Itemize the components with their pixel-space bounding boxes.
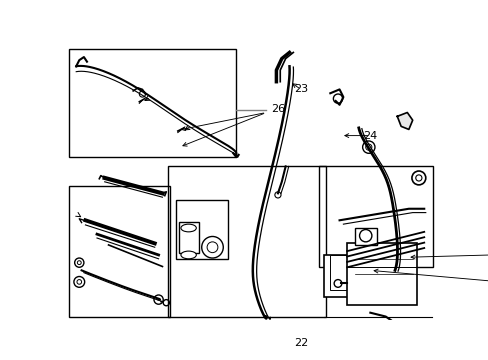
- Bar: [167, 166, 325, 316]
- Ellipse shape: [181, 224, 196, 232]
- Bar: [346, 243, 416, 305]
- Bar: [68, 49, 236, 157]
- Text: 22: 22: [293, 338, 307, 348]
- Bar: [68, 186, 170, 316]
- Bar: [329, 255, 372, 289]
- Polygon shape: [396, 112, 412, 130]
- Text: 23: 23: [293, 84, 307, 94]
- Bar: [354, 228, 376, 245]
- Bar: [179, 222, 198, 253]
- Text: 24: 24: [363, 131, 377, 141]
- Ellipse shape: [181, 251, 196, 259]
- Bar: [318, 166, 432, 266]
- Text: 26: 26: [270, 104, 285, 114]
- Bar: [175, 199, 227, 259]
- Bar: [324, 255, 377, 297]
